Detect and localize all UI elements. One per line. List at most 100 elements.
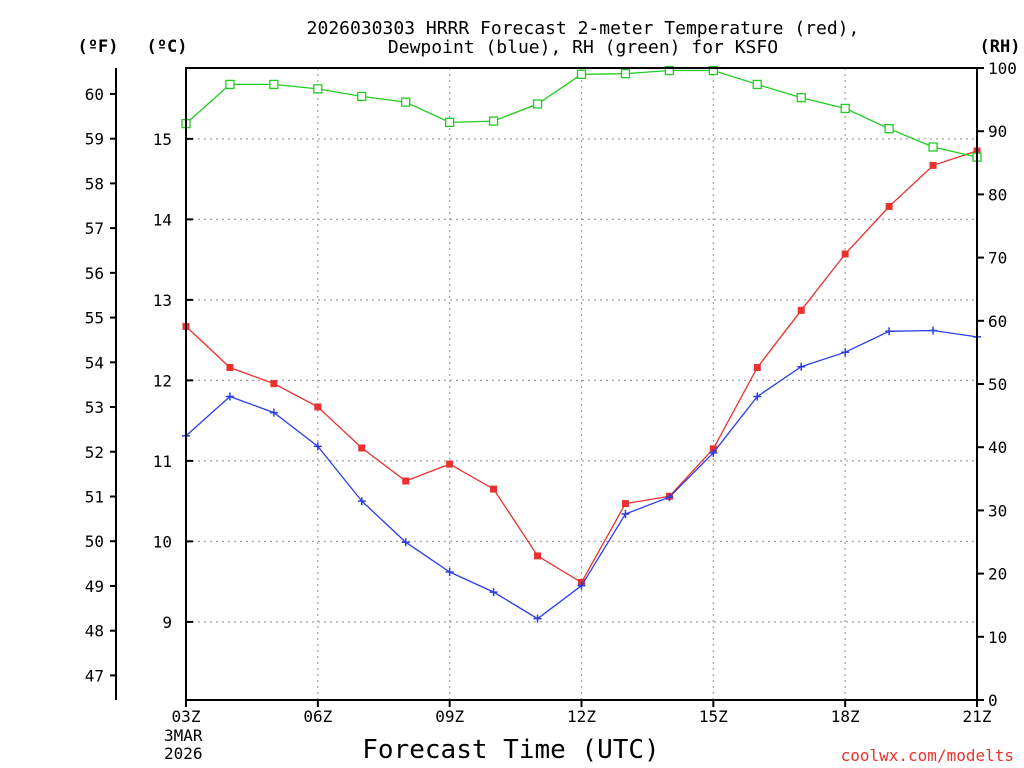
series-layer	[181, 65, 982, 623]
dewpoint-point	[753, 392, 762, 401]
temperature-point	[885, 202, 893, 210]
fahrenheit-tick-label: 51	[85, 487, 104, 506]
rh-point	[576, 69, 587, 79]
x-tick-label: 09Z	[435, 707, 464, 726]
dewpoint-point	[797, 362, 806, 371]
dewpoint-point	[533, 614, 542, 623]
rh-tick-label: 10	[988, 628, 1007, 647]
dewpoint-point	[929, 326, 938, 335]
temperature-point	[490, 485, 498, 493]
x-tick-label: 03Z	[172, 707, 201, 726]
rh-tick-label: 0	[988, 691, 998, 710]
fahrenheit-tick-label: 60	[85, 85, 104, 104]
gridlines	[186, 68, 977, 700]
x-tick-label: 06Z	[303, 707, 332, 726]
dewpoint-point	[621, 510, 630, 519]
temperature-point	[929, 161, 937, 169]
rh-point	[796, 93, 806, 103]
temperature-point	[709, 445, 717, 453]
rh-point	[357, 91, 367, 102]
dewpoint-point	[577, 581, 586, 590]
temperature-point	[753, 363, 761, 371]
celsius-tick-label: 11	[153, 452, 172, 471]
fahrenheit-tick-label: 47	[85, 666, 104, 685]
rh-point	[225, 79, 235, 90]
date-year-label: 2026	[164, 744, 203, 763]
dewpoint-point	[841, 348, 850, 357]
celsius-tick-label: 13	[153, 291, 172, 310]
fahrenheit-tick-label: 55	[85, 309, 104, 328]
chart-title-line-2: Dewpoint (blue), RH (green) for KSFO	[388, 37, 778, 58]
celsius-unit-label: (ºC)	[147, 37, 188, 57]
x-tick-label: 18Z	[831, 707, 860, 726]
rh-point	[269, 79, 279, 90]
temperature-point	[841, 250, 849, 258]
x-axis-title: Forecast Time (UTC)	[362, 735, 659, 765]
rh-point	[401, 97, 411, 107]
dewpoint-point	[313, 442, 322, 451]
x-tick-label: 15Z	[699, 707, 728, 726]
temperature-line	[185, 150, 978, 584]
rh-tick-label: 20	[988, 565, 1007, 584]
celsius-tick-label: 12	[153, 371, 172, 390]
temperature-point	[358, 444, 366, 452]
temperature-point	[314, 403, 322, 411]
temperature-point	[270, 380, 278, 388]
rh-point	[708, 65, 718, 76]
fahrenheit-tick-label: 50	[85, 532, 104, 551]
rh-point	[313, 84, 323, 94]
chart-title-line-1: 2026030303 HRRR Forecast 2-meter Tempera…	[307, 18, 860, 39]
rh-tick-label: 40	[988, 438, 1007, 457]
dewpoint-point	[401, 538, 410, 547]
temperature-point	[621, 500, 629, 508]
rh-point	[532, 99, 543, 109]
dewpoint-point	[489, 588, 498, 597]
temperature-point	[402, 477, 410, 485]
rh-unit-label: (RH)	[980, 37, 1021, 57]
fahrenheit-tick-label: 59	[85, 130, 104, 149]
temperature-point	[226, 363, 234, 371]
temperature-point	[797, 306, 805, 314]
rh-point	[445, 117, 455, 128]
celsius-tick-label: 14	[153, 210, 172, 229]
axis-ticks: 03Z 06Z 09Z 12Z 15Z 18Z 21Z 9 10 11 12 13 14 15 47 48 49…	[85, 59, 1017, 726]
celsius-tick-label: 9	[162, 613, 172, 632]
fahrenheit-tick-label: 56	[85, 264, 104, 283]
dewpoint-point	[225, 392, 234, 401]
rh-point	[752, 79, 762, 90]
rh-line	[185, 69, 978, 158]
fahrenheit-tick-label: 49	[85, 577, 104, 596]
rh-point	[928, 142, 938, 152]
rh-tick-label: 70	[988, 249, 1007, 268]
fahrenheit-tick-label: 52	[85, 443, 104, 462]
fahrenheit-tick-label: 48	[85, 622, 104, 641]
rh-tick-label: 60	[988, 312, 1007, 331]
dewpoint-point	[269, 408, 278, 417]
rh-tick-label: 50	[988, 375, 1007, 394]
dewpoint-point	[709, 448, 718, 457]
temperature-point	[446, 460, 454, 468]
rh-tick-label: 90	[988, 122, 1007, 141]
rh-tick-label: 100	[988, 59, 1017, 78]
temperature-point	[534, 552, 542, 560]
fahrenheit-tick-label: 53	[85, 398, 104, 417]
date-day-label: 3MAR	[164, 726, 203, 745]
dewpoint-point	[357, 497, 366, 506]
rh-point	[620, 69, 631, 79]
credit-label: coolwx.com/modelts	[841, 746, 1014, 765]
rh-tick-label: 80	[988, 185, 1007, 204]
celsius-tick-label: 15	[153, 130, 172, 149]
rh-point	[488, 116, 499, 126]
rh-point	[884, 124, 894, 134]
dewpoint-line	[185, 329, 978, 620]
dewpoint-point	[665, 493, 674, 502]
fahrenheit-unit-label: (ºF)	[78, 37, 119, 57]
plot-frame	[185, 67, 978, 701]
fahrenheit-tick-label: 58	[85, 174, 104, 193]
x-tick-label: 12Z	[567, 707, 596, 726]
x-tick-label: 21Z	[963, 707, 992, 726]
fahrenheit-tick-label: 54	[85, 353, 104, 372]
fahrenheit-tick-label: 57	[85, 219, 104, 238]
dewpoint-point	[885, 327, 894, 336]
